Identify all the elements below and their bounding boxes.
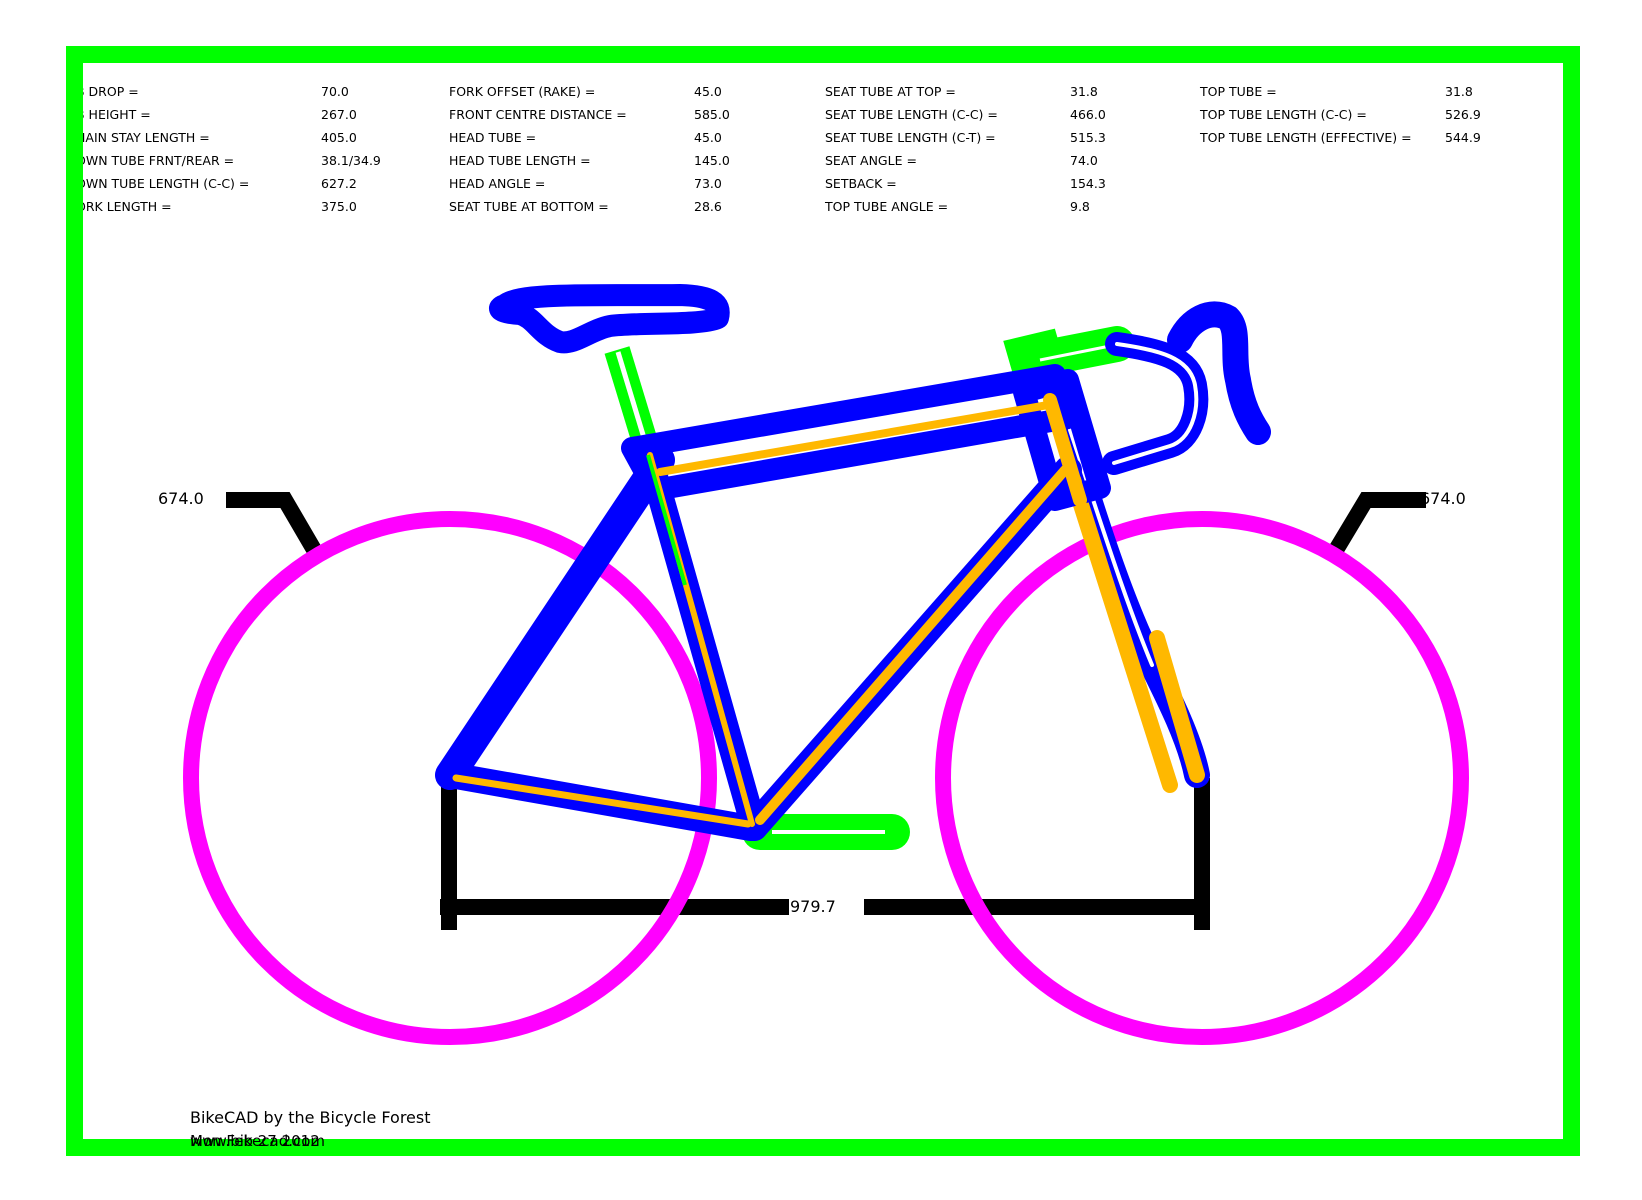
footer-date: Mon Feb 27 2012 xyxy=(190,1132,320,1150)
spec-label: SEAT TUBE AT TOP = xyxy=(825,84,956,99)
handlebar xyxy=(1102,301,1271,475)
rear-wheel xyxy=(183,511,717,1045)
top-tube xyxy=(621,364,1079,501)
spec-value: 9.8 xyxy=(1070,199,1090,214)
spec-label: SEAT TUBE LENGTH (C-T) = xyxy=(825,130,996,145)
spec-label: FRONT CENTRE DISTANCE = xyxy=(449,107,627,122)
head-tube xyxy=(1013,369,1111,511)
spec-label: B DROP = xyxy=(76,84,139,99)
drawing-frame: B DROP = 70.0 B HEIGHT = 267.0 HAIN STAY LEN… xyxy=(66,46,1580,1156)
front-wheel xyxy=(935,511,1469,1045)
spec-label: HAIN STAY LENGTH = xyxy=(76,130,210,145)
spec-value: 515.3 xyxy=(1070,130,1106,145)
spec-value: 45.0 xyxy=(694,130,722,145)
seat-tube-centerline-green xyxy=(646,454,687,586)
saddle xyxy=(489,284,730,354)
spec-value: 627.2 xyxy=(321,176,357,191)
spec-value: 154.3 xyxy=(1070,176,1106,191)
spec-value: 526.9 xyxy=(1445,107,1481,122)
spec-label: TOP TUBE ANGLE = xyxy=(825,199,949,214)
spec-value: 38.1/34.9 xyxy=(321,153,381,168)
spec-value: 31.8 xyxy=(1445,84,1473,99)
spec-label: TOP TUBE LENGTH (C-C) = xyxy=(1200,107,1367,122)
spec-label: FORK OFFSET (RAKE) = xyxy=(449,84,596,99)
footer-credit: BikeCAD by the Bicycle Forest xyxy=(190,1108,431,1127)
spec-label: SETBACK = xyxy=(825,176,897,191)
spec-label: HEAD TUBE = xyxy=(449,130,537,145)
spec-label: HEAD TUBE LENGTH = xyxy=(449,153,591,168)
spec-label: HEAD ANGLE = xyxy=(449,176,546,191)
spec-value: 31.8 xyxy=(1070,84,1098,99)
spec-value: 585.0 xyxy=(694,107,730,122)
spec-value: 405.0 xyxy=(321,130,357,145)
spec-label: OWN TUBE FRNT/REAR = xyxy=(76,153,235,168)
spec-value: 544.9 xyxy=(1445,130,1481,145)
spec-label: SEAT ANGLE = xyxy=(825,153,917,168)
spec-value: 74.0 xyxy=(1070,153,1098,168)
spec-value: 28.6 xyxy=(694,199,722,214)
rear-wheel-diameter-leader xyxy=(226,492,327,565)
rear-wheel-diameter-label: 674.0 xyxy=(158,489,204,508)
spec-label: SEAT TUBE LENGTH (C-C) = xyxy=(825,107,998,122)
spec-label: ORK LENGTH = xyxy=(76,199,172,214)
spec-value: 73.0 xyxy=(694,176,722,191)
spec-value: 145.0 xyxy=(694,153,730,168)
spec-label: SEAT TUBE AT BOTTOM = xyxy=(449,199,609,214)
spec-label: TOP TUBE LENGTH (EFFECTIVE) = xyxy=(1200,130,1412,145)
seat-stay xyxy=(435,445,675,790)
spec-value: 45.0 xyxy=(694,84,722,99)
front-wheel-diameter-label: 674.0 xyxy=(1420,489,1466,508)
spec-value: 267.0 xyxy=(321,107,357,122)
spec-value: 70.0 xyxy=(321,84,349,99)
wheelbase-label: 979.7 xyxy=(790,897,836,916)
footer-website: www.bikecad.com xyxy=(190,1132,326,1150)
spec-label: OWN TUBE LENGTH (C-C) = xyxy=(76,176,250,191)
spec-label: TOP TUBE = xyxy=(1200,84,1277,99)
spec-value: 466.0 xyxy=(1070,107,1106,122)
spec-label: B HEIGHT = xyxy=(76,107,151,122)
spec-value: 375.0 xyxy=(321,199,357,214)
wheelbase-dimension xyxy=(440,778,1210,930)
front-wheel-diameter-leader xyxy=(1323,492,1426,565)
